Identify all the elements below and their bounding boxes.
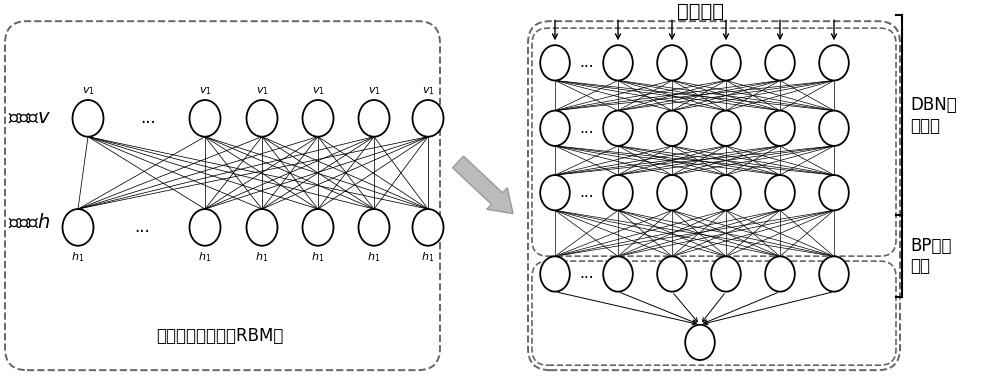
Ellipse shape: [657, 111, 687, 146]
Ellipse shape: [819, 111, 849, 146]
Text: DBN特
征提取: DBN特 征提取: [910, 96, 957, 135]
Ellipse shape: [711, 45, 741, 80]
Ellipse shape: [819, 175, 849, 210]
Ellipse shape: [711, 111, 741, 146]
Ellipse shape: [246, 209, 278, 246]
Text: $h_1$: $h_1$: [71, 250, 85, 263]
Ellipse shape: [72, 100, 104, 137]
Text: $h_1$: $h_1$: [255, 250, 269, 263]
Ellipse shape: [765, 45, 795, 80]
Text: $h_1$: $h_1$: [198, 250, 212, 263]
Text: 受限玻尔兹曼机（RBM）: 受限玻尔兹曼机（RBM）: [156, 327, 284, 345]
Ellipse shape: [62, 209, 94, 246]
Text: $v_1$: $v_1$: [199, 85, 211, 97]
FancyArrow shape: [453, 156, 513, 213]
Ellipse shape: [358, 100, 390, 137]
Ellipse shape: [657, 256, 687, 292]
Text: $v_1$: $v_1$: [312, 85, 324, 97]
Text: ...: ...: [134, 218, 150, 236]
Ellipse shape: [603, 111, 633, 146]
Ellipse shape: [540, 256, 570, 292]
Text: ...: ...: [580, 185, 594, 200]
Ellipse shape: [540, 45, 570, 80]
Text: BP回归
预测: BP回归 预测: [910, 237, 952, 275]
Text: 隐藏层$h$: 隐藏层$h$: [8, 213, 51, 232]
Ellipse shape: [540, 175, 570, 210]
Text: ...: ...: [580, 121, 594, 136]
Ellipse shape: [765, 175, 795, 210]
Ellipse shape: [657, 45, 687, 80]
Text: ...: ...: [580, 55, 594, 70]
Ellipse shape: [603, 256, 633, 292]
Ellipse shape: [765, 111, 795, 146]
Ellipse shape: [189, 100, 220, 137]
Ellipse shape: [302, 100, 334, 137]
Text: $v_1$: $v_1$: [368, 85, 380, 97]
Text: 可见层$v$: 可见层$v$: [8, 108, 52, 127]
Ellipse shape: [657, 175, 687, 210]
Ellipse shape: [603, 175, 633, 210]
Text: $h_1$: $h_1$: [311, 250, 325, 263]
Ellipse shape: [358, 209, 390, 246]
Ellipse shape: [413, 100, 444, 137]
Text: $v_1$: $v_1$: [422, 85, 434, 97]
Ellipse shape: [685, 325, 715, 360]
Ellipse shape: [189, 209, 220, 246]
Text: ...: ...: [140, 109, 156, 127]
Text: ...: ...: [580, 267, 594, 281]
Ellipse shape: [413, 209, 444, 246]
Ellipse shape: [246, 100, 278, 137]
Ellipse shape: [302, 209, 334, 246]
Ellipse shape: [819, 256, 849, 292]
Ellipse shape: [540, 111, 570, 146]
Text: 数据输入: 数据输入: [676, 2, 724, 21]
Text: $v_1$: $v_1$: [256, 85, 268, 97]
Ellipse shape: [765, 256, 795, 292]
Ellipse shape: [603, 45, 633, 80]
Ellipse shape: [819, 45, 849, 80]
Ellipse shape: [711, 256, 741, 292]
Text: $h_1$: $h_1$: [421, 250, 435, 263]
Ellipse shape: [711, 175, 741, 210]
Text: $v_1$: $v_1$: [82, 85, 94, 97]
Text: $h_1$: $h_1$: [367, 250, 381, 263]
